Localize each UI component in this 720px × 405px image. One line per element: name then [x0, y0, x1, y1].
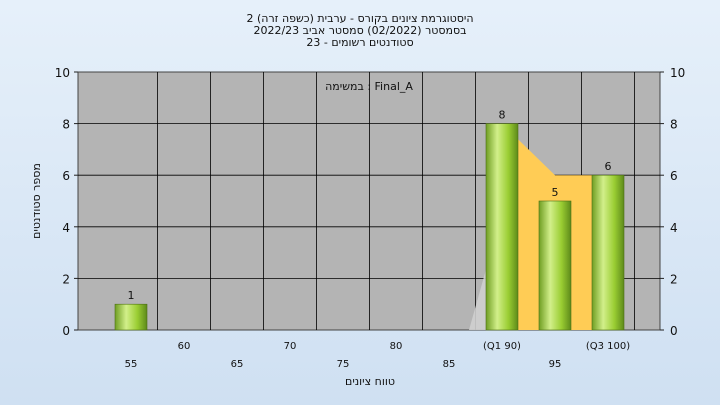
x-tick-label: 60	[178, 341, 191, 352]
bar-90	[485, 123, 519, 331]
bar-label-55: 1	[128, 289, 135, 302]
bar-label-90: 8	[499, 109, 506, 122]
y-tick-label-right: 4	[670, 221, 678, 235]
y-tick-label-right: 6	[670, 169, 678, 183]
y-tick-label-right: 10	[670, 66, 685, 80]
bar-100	[591, 174, 625, 331]
y-tick-label-left: 8	[62, 118, 70, 132]
bar-label-95: 5	[552, 186, 559, 199]
y-tick-label-right: 8	[670, 118, 678, 132]
x-tick-label: 75	[337, 359, 350, 370]
y-tick-label-left: 4	[62, 221, 70, 235]
x-tick-label: (Q1 90)	[483, 341, 521, 352]
bar-55	[114, 303, 148, 331]
y-tick-label-left: 2	[62, 272, 70, 286]
x-tick-label: (Q3 100)	[586, 341, 630, 352]
y-tick-label-left: 6	[62, 169, 70, 183]
y-tick-label-left: 10	[55, 66, 70, 80]
chart-title-line-3: סטודנטים רשומים - 23	[306, 36, 414, 49]
x-tick-label: 70	[284, 341, 297, 352]
x-tick-label: 85	[443, 359, 456, 370]
x-tick-label: 80	[390, 341, 403, 352]
y-tick-label-right: 0	[670, 324, 678, 338]
x-axis-label: טווח ציונים	[345, 375, 395, 388]
bar-label-100: 6	[605, 160, 612, 173]
y-axis-label: מספר סטודנטים	[30, 163, 43, 239]
y-tick-label-right: 2	[670, 272, 678, 286]
x-tick-label: 95	[549, 359, 562, 370]
chart-title-line-2: בסמסטר (02/2022) סמסטר אביב 2022/23	[253, 24, 467, 37]
bar-95	[538, 200, 572, 331]
chart-annotation: במשימה : Final_A	[325, 80, 413, 93]
chart-title-line-1: היסטוגרמת ציונים בקורס - ערבית (כשפה זרה…	[246, 12, 474, 25]
x-tick-label: 55	[125, 359, 138, 370]
x-tick-label: 65	[231, 359, 244, 370]
y-tick-label-left: 0	[62, 324, 70, 338]
